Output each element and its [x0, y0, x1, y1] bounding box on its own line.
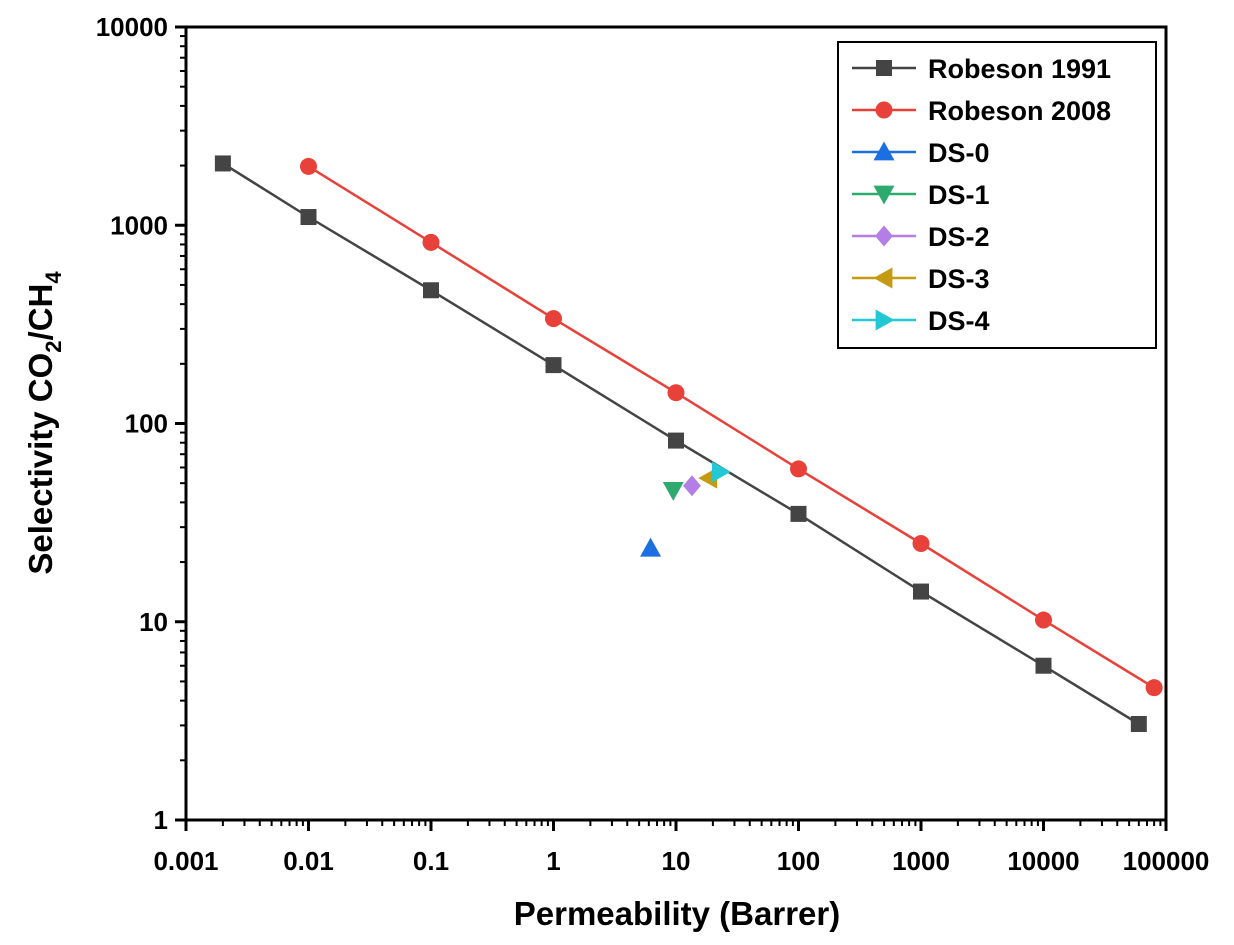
legend-marker: [875, 309, 895, 331]
legend-label: Robeson 1991: [928, 54, 1111, 84]
legend-label: DS-3: [928, 264, 990, 294]
data-point: [1130, 715, 1147, 732]
x-tick-label: 100000: [1123, 846, 1210, 876]
legend-item: DS-0: [852, 138, 990, 168]
major-ticks: [175, 25, 1168, 831]
data-point: [423, 282, 439, 299]
x-tick-label: 0.001: [153, 846, 218, 876]
data-point: [300, 157, 317, 175]
data-point: [667, 384, 685, 402]
legend-item: DS-4: [852, 306, 990, 336]
legend-marker: [875, 225, 893, 247]
y-tick-label: 1: [154, 805, 168, 835]
legend-marker: [873, 185, 895, 205]
legend-marker: [873, 267, 893, 289]
data-point: [300, 209, 317, 226]
legend-item: DS-2: [852, 222, 990, 252]
y-axis-title-sub2: 4: [41, 271, 66, 284]
x-tick-labels: 0.001 0.01 0.1 1 10 100 1000 10000 100000: [153, 846, 1209, 876]
legend-label: DS-1: [928, 180, 990, 210]
x-tick-label: 10: [662, 846, 691, 876]
data-point: [790, 505, 807, 522]
legend-label: DS-4: [928, 306, 990, 336]
data-point: [662, 481, 684, 501]
legend-label: DS-0: [928, 138, 990, 168]
y-axis-title: Selectivity CO2/CH4: [22, 271, 66, 575]
series-ds-4: [711, 461, 731, 483]
data-point: [668, 432, 684, 449]
x-tick-label: 10000: [1007, 846, 1079, 876]
data-point: [1035, 657, 1052, 674]
legend-item: Robeson 2008: [852, 96, 1111, 126]
series-ds-1: [662, 481, 684, 501]
x-tick-label: 1000: [892, 846, 950, 876]
y-tick-label: 100: [125, 409, 168, 439]
legend-marker: [875, 101, 893, 119]
legend-label: Robeson 2008: [928, 96, 1111, 126]
series-robeson-2008: [300, 157, 1163, 697]
y-tick-label: 10: [139, 607, 168, 637]
legend-item: Robeson 1991: [852, 54, 1111, 84]
series-line: [307, 165, 1155, 689]
x-tick-label: 1: [546, 846, 560, 876]
data-point: [1145, 679, 1163, 697]
legend-label: DS-2: [928, 222, 990, 252]
legend-marker: [873, 141, 895, 161]
legend: Robeson 1991 Robeson 2008 DS-0 DS-1 DS-2 DS-3…: [837, 41, 1157, 349]
y-axis-title-sub1: 2: [41, 340, 66, 352]
data-point: [214, 155, 231, 172]
data-point: [913, 583, 929, 600]
data-point: [683, 475, 701, 497]
series-robeson-1991: [214, 155, 1147, 732]
y-tick-label: 1000: [110, 210, 168, 240]
series-ds-0: [640, 537, 662, 557]
x-tick-label: 0.01: [283, 846, 334, 876]
y-tick-label: 10000: [96, 12, 168, 42]
data-point: [790, 460, 807, 478]
data-point: [545, 357, 562, 374]
legend-item: DS-1: [852, 180, 990, 210]
x-axis-title: Permeability (Barrer): [514, 895, 840, 932]
data-point: [1035, 611, 1052, 629]
series-layer: [214, 155, 1163, 732]
legend-marker: [876, 60, 892, 76]
y-axis-title-mid: /CH: [22, 284, 59, 341]
y-tick-labels: 1 10 100 1000 10000: [96, 12, 168, 835]
plot-frame: [184, 25, 1168, 822]
data-point: [422, 233, 440, 251]
data-point: [912, 535, 930, 553]
data-point: [640, 537, 662, 557]
x-tick-label: 100: [777, 846, 820, 876]
x-tick-label: 0.1: [413, 846, 449, 876]
legend-item: DS-3: [852, 264, 990, 294]
data-point: [711, 461, 731, 483]
data-point: [545, 310, 562, 328]
series-ds-2: [683, 475, 701, 497]
y-axis-title-prefix: Selectivity CO: [22, 353, 59, 575]
